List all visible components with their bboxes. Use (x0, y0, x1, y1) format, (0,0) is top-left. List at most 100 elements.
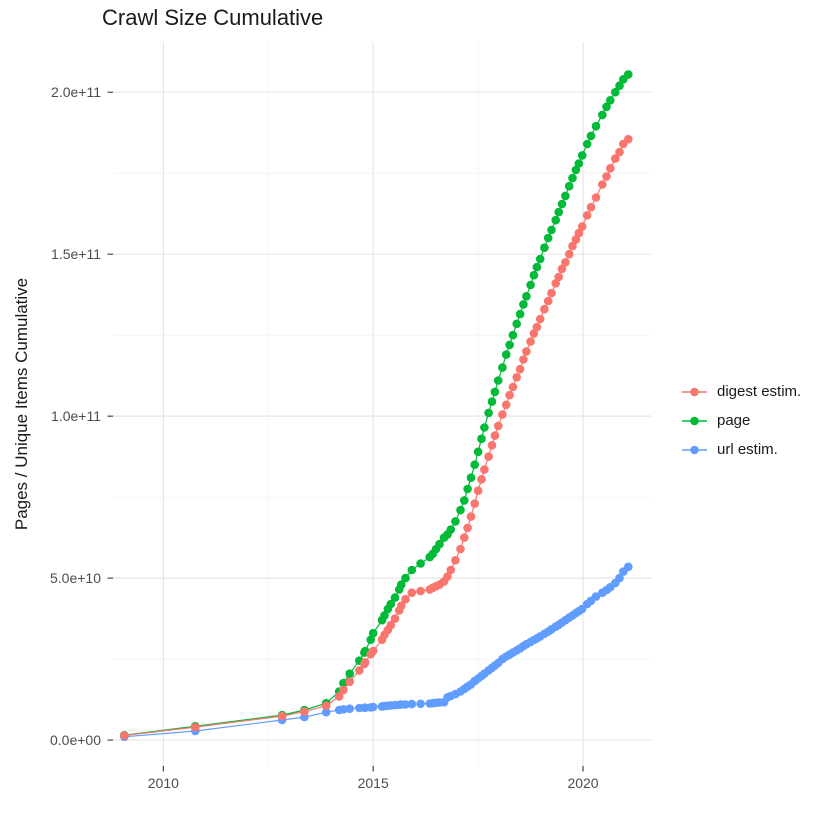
data-point (577, 222, 587, 231)
data-point (512, 319, 521, 329)
data-point (540, 304, 549, 314)
data-point (564, 181, 574, 191)
legend-label: url estim. (717, 441, 778, 458)
data-point (334, 692, 344, 701)
legend-key-digest-estim (682, 387, 707, 396)
legend-item-page: page (681, 412, 801, 429)
data-point (526, 337, 535, 346)
data-point (551, 215, 560, 225)
data-point (470, 499, 480, 508)
data-point (407, 699, 417, 709)
y-tick-label: 2.0e+11 (51, 84, 101, 100)
axis-ticks (107, 91, 584, 772)
data-point (345, 669, 355, 678)
data-point (540, 243, 549, 252)
data-point (561, 258, 570, 267)
data-point (591, 121, 601, 131)
data-point (477, 475, 486, 484)
data-point (591, 592, 601, 601)
data-point (120, 731, 129, 740)
data-point (416, 559, 425, 568)
data-point (522, 292, 531, 301)
legend-key-url-estim (682, 445, 707, 454)
data-point (397, 601, 406, 610)
y-tick-label: 1.0e+11 (51, 408, 101, 424)
data-point (487, 441, 497, 450)
data-point (498, 410, 507, 419)
data-point (366, 635, 376, 644)
legend-item-url-estim: url estim. (681, 441, 801, 458)
data-point (529, 270, 539, 280)
data-point (345, 704, 355, 713)
data-point (526, 280, 535, 290)
data-point (554, 272, 563, 282)
data-point (606, 164, 615, 173)
data-point (535, 314, 545, 324)
data-point (339, 705, 348, 714)
legend-label: page (717, 412, 751, 429)
data-point (401, 573, 410, 583)
data-point (602, 172, 611, 181)
data-point (498, 363, 507, 372)
y-axis-title: Pages / Unique Items Cumulative (12, 277, 31, 531)
legend-label: digest estim. (717, 383, 802, 400)
data-point (435, 539, 444, 549)
data-point (345, 677, 355, 687)
gridlines-minor (113, 42, 651, 766)
data-point (407, 565, 417, 575)
data-point (508, 382, 518, 392)
data-point (501, 400, 511, 410)
data-point (191, 722, 200, 732)
data-point (564, 249, 574, 259)
chart-title: Crawl Size Cumulative (102, 5, 324, 30)
data-point (547, 288, 556, 298)
series-page (120, 70, 633, 740)
data-point (561, 191, 570, 201)
data-point (487, 397, 497, 406)
data-point (477, 434, 486, 444)
legend-key-point (690, 387, 699, 396)
data-point (571, 235, 581, 244)
legend-item-digest-estim: digest estim. (681, 383, 801, 400)
data-point (508, 330, 518, 340)
data-point (463, 484, 472, 494)
data-point (606, 96, 615, 105)
data-point (368, 702, 378, 712)
data-point (493, 421, 503, 431)
data-point (574, 228, 584, 238)
data-point (397, 580, 406, 589)
data-point (484, 452, 493, 461)
data-point (519, 300, 528, 309)
data-point (416, 699, 425, 709)
data-point (571, 165, 581, 175)
data-point (615, 573, 624, 583)
y-tick-label: 1.5e+11 (51, 246, 101, 262)
data-point (490, 387, 500, 397)
data-point (446, 565, 456, 575)
data-point (598, 180, 607, 189)
legend-key-point (690, 445, 699, 454)
data-point (443, 572, 452, 581)
data-point (568, 173, 577, 183)
legend-key-page (682, 416, 707, 425)
data-point (602, 102, 611, 112)
data-point (515, 364, 525, 374)
data-point (466, 512, 476, 521)
data-point (611, 154, 620, 163)
data-point (519, 355, 528, 364)
data-point (300, 707, 309, 716)
data-point (484, 408, 493, 418)
data-point (532, 262, 542, 272)
data-point (493, 376, 503, 385)
data-point (551, 279, 560, 288)
data-point (505, 390, 514, 400)
data-point (321, 701, 331, 710)
data-point (554, 207, 563, 217)
data-point (501, 350, 511, 359)
data-point (515, 309, 525, 319)
x-tick-labels: 2010 2015 2020 (148, 775, 599, 791)
data-point (615, 81, 624, 90)
data-point (582, 211, 592, 220)
data-point (386, 599, 396, 609)
data-point (586, 131, 596, 141)
